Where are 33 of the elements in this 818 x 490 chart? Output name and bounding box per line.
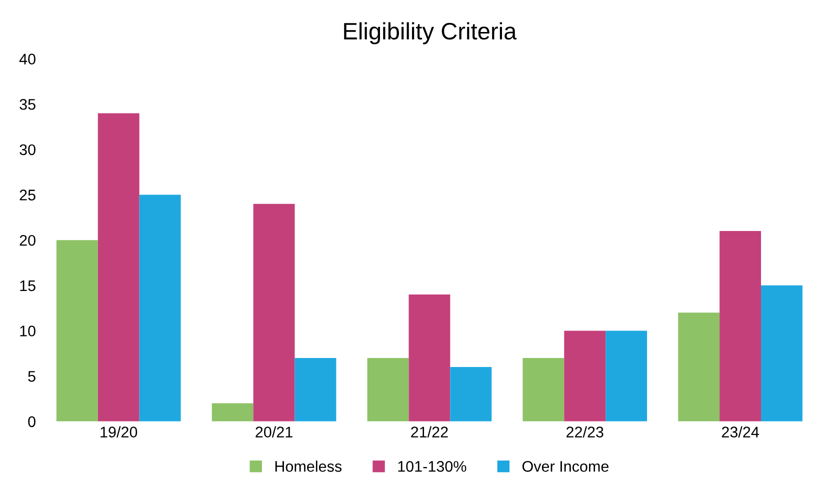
bar	[56, 240, 98, 422]
y-tick-label: 15	[20, 280, 36, 292]
legend-label: Homeless	[275, 460, 342, 472]
x-tick-label: 19/20	[100, 426, 138, 438]
y-tick-label: 25	[20, 190, 36, 200]
bar	[522, 358, 564, 422]
bar	[367, 358, 409, 422]
bar	[761, 285, 802, 422]
bar	[564, 330, 606, 422]
legend-label: 101-130%	[398, 461, 466, 472]
bar	[606, 330, 648, 422]
y-tick-label: 20	[20, 234, 36, 246]
x-tick-label: 23/24	[722, 426, 759, 438]
bar	[98, 113, 140, 422]
chart-title: Eligibility Criteria	[344, 22, 517, 44]
legend-label: Over Income	[522, 461, 609, 472]
bar	[139, 194, 181, 422]
y-tick-label: 10	[20, 326, 36, 336]
bar	[253, 204, 295, 422]
bar	[720, 231, 762, 422]
bar	[294, 358, 336, 422]
y-tick-label: 35	[20, 98, 36, 110]
y-tick-label: 40	[19, 54, 36, 64]
y-tick-label: 30	[20, 144, 36, 156]
bar	[678, 312, 720, 422]
bar	[408, 294, 450, 422]
x-tick-label: 21/22	[411, 426, 448, 438]
x-tick-label: 22/23	[566, 426, 604, 438]
y-tick-label: 5	[28, 371, 36, 382]
bar	[212, 403, 254, 422]
y-tick-label: 0	[28, 416, 36, 428]
x-tick-label: 20/21	[256, 426, 292, 438]
bar	[450, 367, 492, 422]
